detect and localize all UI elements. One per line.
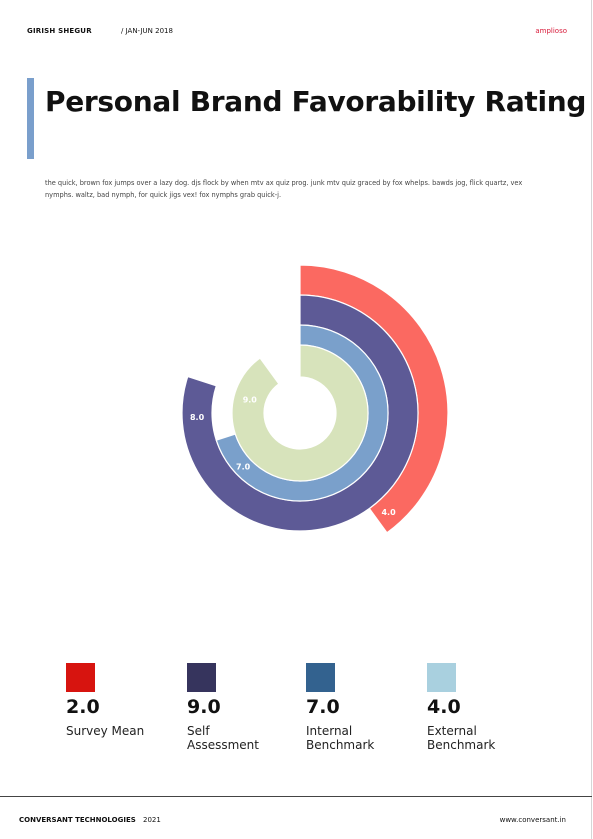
header-author: GIRISH SHEGUR [27,27,92,35]
legend-swatch [187,663,216,692]
legend-swatch [306,663,335,692]
legend-value: 2.0 [66,696,100,718]
legend-item-external-benchmark: 4.0 External Benchmark [427,663,537,752]
footer-year: 2021 [143,816,161,824]
footer-divider [0,796,592,797]
legend-swatch [66,663,95,692]
legend-label: External Benchmark [427,724,496,752]
radial-bar-label-2: 7.0 [236,462,251,471]
header-period: / JAN-JUN 2018 [121,27,173,35]
radial-bar-3 [231,344,369,482]
radial-bar-label-1: 8.0 [190,413,205,422]
legend-item-self-assessment: 9.0 Self Assessment [187,663,297,752]
legend-value: 9.0 [187,696,221,718]
legend-value: 4.0 [427,696,461,718]
legend-value: 7.0 [306,696,340,718]
header-brand: amplioso [535,27,567,35]
radial-bar-label-3: 9.0 [243,395,258,404]
legend-label: Internal Benchmark [306,724,375,752]
legend-label: Self Assessment [187,724,259,752]
radial-bar-chart: 4.0 8.0 7.0 9.0 [181,264,449,534]
legend-label: Survey Mean [66,724,145,738]
title-accent-bar [27,78,34,159]
footer-company: CONVERSANT TECHNOLOGIES [19,816,136,824]
legend-item-internal-benchmark: 7.0 Internal Benchmark [306,663,416,752]
description: the quick, brown fox jumps over a lazy d… [45,179,523,199]
radial-bar-label-0: 4.0 [381,508,396,517]
legend-item-survey-mean: 2.0 Survey Mean [66,663,176,738]
footer-url[interactable]: www.conversant.in [499,816,566,824]
legend-swatch [427,663,456,692]
page-title: Personal Brand Favorability Rating [45,85,587,118]
